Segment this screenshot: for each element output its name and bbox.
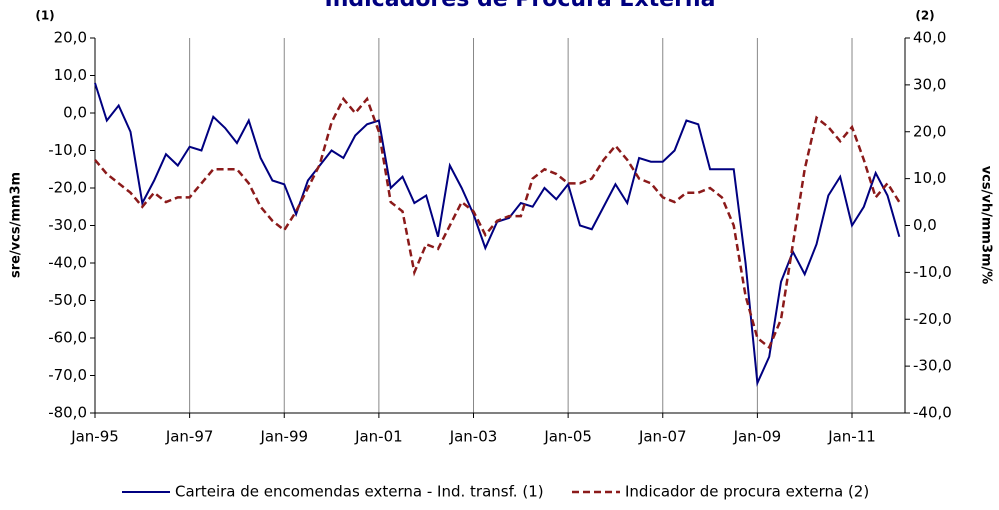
- x-tick-label: Jan-11: [827, 428, 876, 446]
- y2-tick-label: 40,0: [913, 29, 946, 47]
- y2-axis-title: vcs/vh/mm3m/%: [979, 166, 994, 285]
- y-tick-label: -80,0: [48, 404, 87, 422]
- y-tick-label: -50,0: [48, 291, 87, 309]
- y2-tick-label: 0,0: [913, 216, 937, 234]
- y-tick-label: -10,0: [48, 141, 87, 159]
- y-tick-label: 10,0: [54, 66, 87, 84]
- y-tick-label: 20,0: [54, 29, 87, 47]
- chart-title: Indicadores de Procura Externa: [325, 0, 716, 12]
- x-tick-label: Jan-03: [449, 428, 498, 446]
- y2-tick-label: 10,0: [913, 169, 946, 187]
- y-tick-label: -20,0: [48, 179, 87, 197]
- y-tick-label: 0,0: [63, 104, 87, 122]
- x-tick-label: Jan-09: [733, 428, 782, 446]
- y-tick-label: -40,0: [48, 254, 87, 272]
- x-tick-label: Jan-97: [165, 428, 214, 446]
- y-tick-label: -60,0: [48, 329, 87, 347]
- x-tick-label: Jan-95: [70, 428, 119, 446]
- y2-tick-label: -40,0: [913, 404, 952, 422]
- y2-tick-label: 20,0: [913, 122, 946, 140]
- y-tick-label: -70,0: [48, 366, 87, 384]
- y2-tick-label: -10,0: [913, 263, 952, 281]
- x-tick-label: Jan-01: [354, 428, 403, 446]
- x-tick-label: Jan-07: [638, 428, 687, 446]
- legend-label: Carteira de encomendas externa - Ind. tr…: [175, 483, 544, 501]
- y2-note: (2): [915, 9, 934, 23]
- y-tick-label: -30,0: [48, 216, 87, 234]
- y-note: (1): [35, 9, 54, 23]
- series-line: [94, 96, 901, 350]
- x-tick-label: Jan-99: [259, 428, 308, 446]
- y2-tick-label: -30,0: [913, 357, 952, 375]
- series-line: [94, 82, 901, 387]
- y2-tick-label: 30,0: [913, 75, 946, 93]
- y-axis-title: sre/vcs/mm3m: [9, 172, 24, 278]
- x-tick-label: Jan-05: [543, 428, 592, 446]
- legend-label: Indicador de procura externa (2): [625, 483, 869, 501]
- y2-tick-label: -20,0: [913, 310, 952, 328]
